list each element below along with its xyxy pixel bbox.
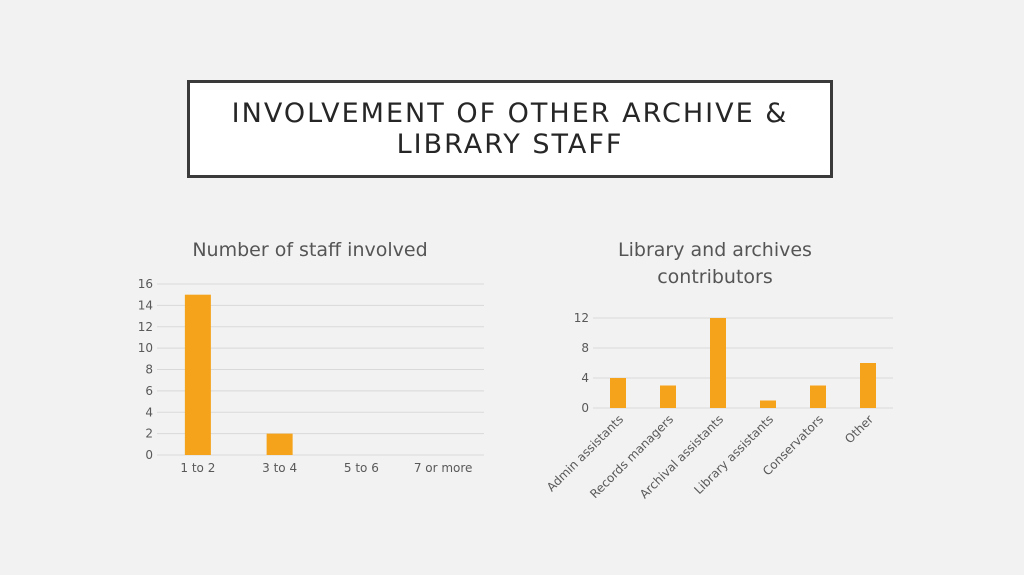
c1-x-tick-label: 1 to 2 (180, 461, 215, 475)
c2-y-tick-label: 4 (581, 371, 589, 385)
slide-title-box: INVOLVEMENT OF OTHER ARCHIVE & LIBRARY S… (187, 80, 833, 178)
chart-title-staff-involved: Number of staff involved (192, 239, 428, 261)
c1-y-tick-label: 6 (145, 384, 153, 398)
c1-y-tick-label: 2 (145, 427, 153, 441)
c2-bar (660, 385, 676, 408)
c1-y-tick-label: 10 (138, 341, 153, 355)
c2-y-tick-label: 0 (581, 401, 589, 415)
c1-y-tick-label: 8 (145, 363, 153, 377)
c2-y-tick-label: 8 (581, 341, 589, 355)
c1-y-tick-label: 12 (138, 320, 153, 334)
c2-bar (860, 363, 876, 408)
c2-bar (710, 318, 726, 408)
c1-bar (266, 433, 293, 455)
c2-x-tick-label: Other (842, 412, 876, 446)
c1-y-tick-label: 0 (145, 448, 153, 462)
chart-title-contributors: Library and archives contributors (618, 239, 812, 288)
c2-x-tick-label: Records managers (587, 412, 676, 501)
c2-bar (810, 385, 826, 408)
c1-y-tick-label: 16 (138, 277, 153, 291)
c2-y-tick-label: 12 (574, 311, 589, 325)
c2-bar (610, 378, 626, 408)
c2-bar (760, 400, 776, 408)
c1-x-tick-label: 5 to 6 (344, 461, 379, 475)
c1-x-tick-label: 3 to 4 (262, 461, 297, 475)
c1-bar (184, 294, 211, 455)
c1-y-tick-label: 14 (138, 298, 153, 312)
c1-y-tick-label: 4 (145, 405, 153, 419)
c1-x-tick-label: 7 or more (414, 461, 473, 475)
c2-x-tick-label: Archival assistants (637, 412, 726, 501)
slide-title: INVOLVEMENT OF OTHER ARCHIVE & LIBRARY S… (231, 98, 789, 160)
